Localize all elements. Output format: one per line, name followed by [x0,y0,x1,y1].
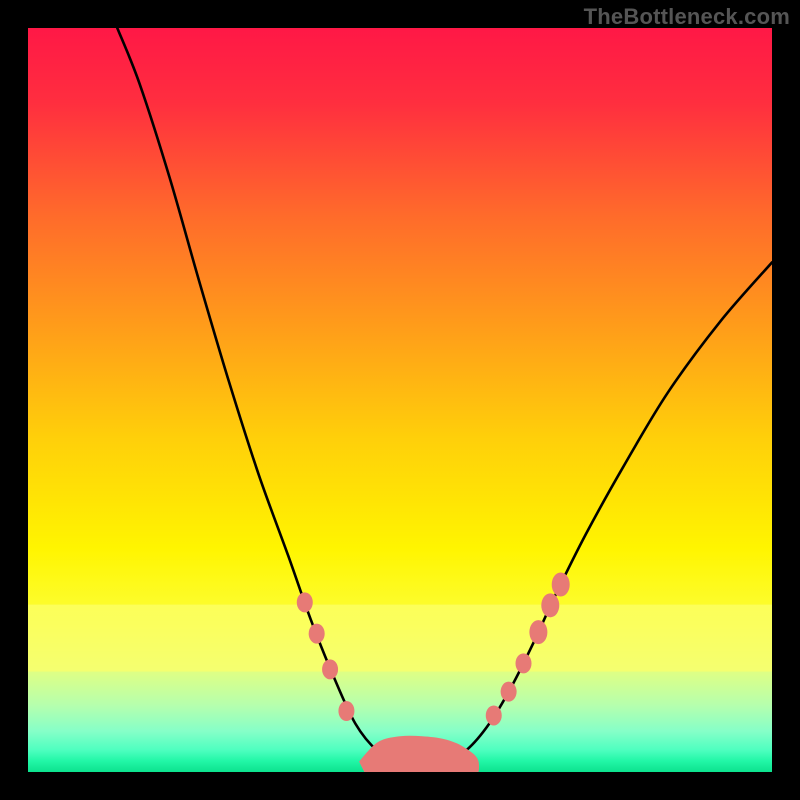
chart-svg [28,28,772,772]
gradient-background [28,28,772,772]
marker-left [338,701,354,721]
marker-left [297,592,313,612]
bottleneck-curve [117,28,772,765]
highlight-band [28,605,772,672]
marker-right [486,705,502,725]
marker-right [501,682,517,702]
marker-left [322,659,338,679]
trough-blob [359,736,479,772]
outer-frame: TheBottleneck.com [0,0,800,800]
marker-left [309,624,325,644]
plot-area [28,28,772,772]
marker-right [516,653,532,673]
marker-right [552,573,570,597]
marker-right [541,593,559,617]
marker-right [529,620,547,644]
watermark-text: TheBottleneck.com [584,4,790,30]
